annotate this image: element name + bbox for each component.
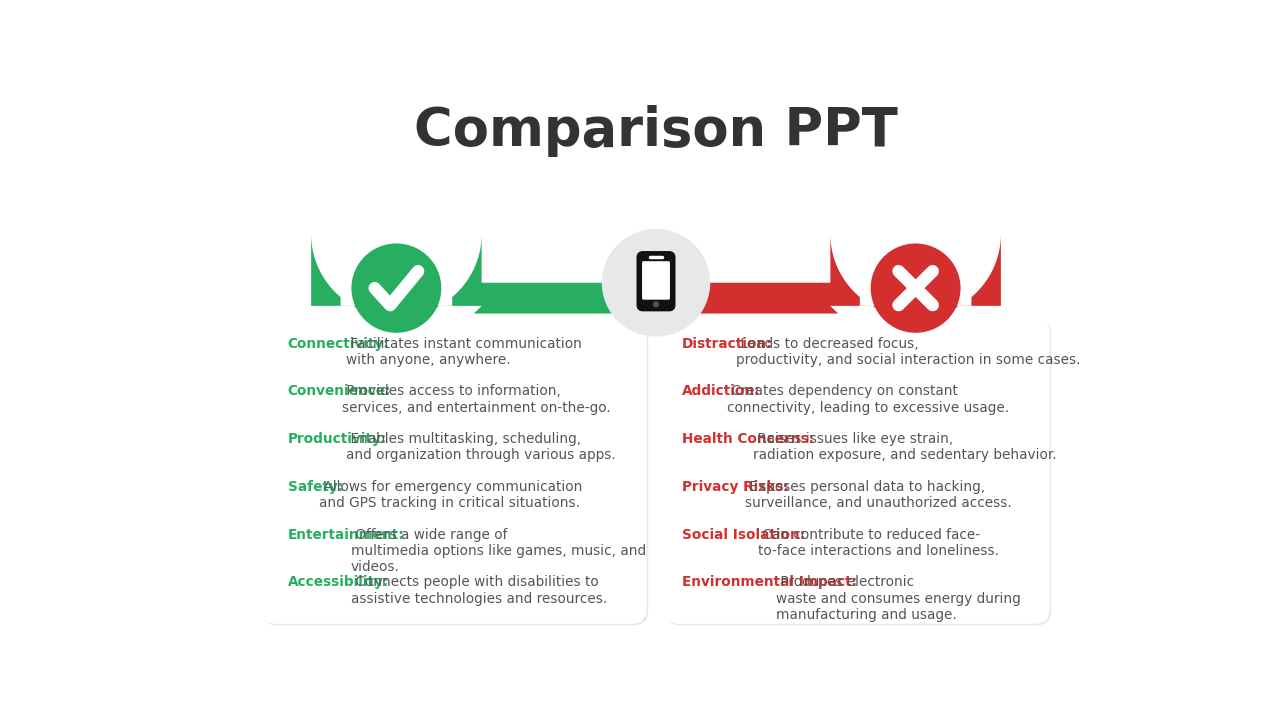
Text: Offers a wide range of
multimedia options like games, music, and
videos.: Offers a wide range of multimedia option… — [351, 528, 646, 574]
Polygon shape — [695, 234, 1001, 318]
FancyBboxPatch shape — [261, 318, 646, 624]
Text: Exposes personal data to hacking,
surveillance, and unauthorized access.: Exposes personal data to hacking, survei… — [745, 480, 1011, 510]
FancyBboxPatch shape — [262, 319, 648, 626]
Text: Safety:: Safety: — [288, 480, 343, 494]
Text: Enables multitasking, scheduling,
and organization through various apps.: Enables multitasking, scheduling, and or… — [347, 432, 616, 462]
Text: Entertainment:: Entertainment: — [288, 528, 404, 541]
Text: Convenience:: Convenience: — [288, 384, 392, 398]
Text: Can contribute to reduced face-
to-face interactions and loneliness.: Can contribute to reduced face- to-face … — [758, 528, 998, 558]
Text: Connects people with disabilities to
assistive technologies and resources.: Connects people with disabilities to ass… — [351, 575, 607, 606]
Text: Leads to decreased focus,
productivity, and social interaction in some cases.: Leads to decreased focus, productivity, … — [736, 337, 1080, 367]
Text: Environmental Impact:: Environmental Impact: — [681, 575, 856, 590]
Text: Provides access to information,
services, and entertainment on-the-go.: Provides access to information, services… — [342, 384, 611, 415]
Text: Produces electronic
waste and consumes energy during
manufacturing and usage.: Produces electronic waste and consumes e… — [776, 575, 1020, 622]
Text: Privacy Risks:: Privacy Risks: — [681, 480, 788, 494]
Text: Comparison PPT: Comparison PPT — [415, 105, 897, 157]
Text: Addiction:: Addiction: — [681, 384, 760, 398]
Circle shape — [870, 243, 960, 333]
FancyBboxPatch shape — [664, 318, 1050, 624]
Circle shape — [352, 243, 442, 333]
Text: Facilitates instant communication
with anyone, anywhere.: Facilitates instant communication with a… — [347, 337, 582, 367]
Text: Raises issues like eye strain,
radiation exposure, and sedentary behavior.: Raises issues like eye strain, radiation… — [754, 432, 1057, 462]
Text: Productivity:: Productivity: — [288, 432, 387, 446]
Polygon shape — [340, 234, 452, 306]
FancyBboxPatch shape — [639, 253, 673, 309]
Text: Allows for emergency communication
and GPS tracking in critical situations.: Allows for emergency communication and G… — [319, 480, 582, 510]
Text: Health Concerns:: Health Concerns: — [681, 432, 814, 446]
Text: Accessibility:: Accessibility: — [288, 575, 389, 590]
FancyBboxPatch shape — [643, 261, 669, 300]
Circle shape — [602, 229, 710, 337]
Text: Creates dependency on constant
connectivity, leading to excessive usage.: Creates dependency on constant connectiv… — [727, 384, 1009, 415]
Polygon shape — [860, 234, 972, 306]
Text: Social Isolation:: Social Isolation: — [681, 528, 805, 541]
Circle shape — [653, 301, 659, 307]
Text: Connectivity:: Connectivity: — [288, 337, 389, 351]
FancyBboxPatch shape — [666, 319, 1051, 626]
Polygon shape — [311, 234, 617, 318]
Text: Distraction:: Distraction: — [681, 337, 772, 351]
